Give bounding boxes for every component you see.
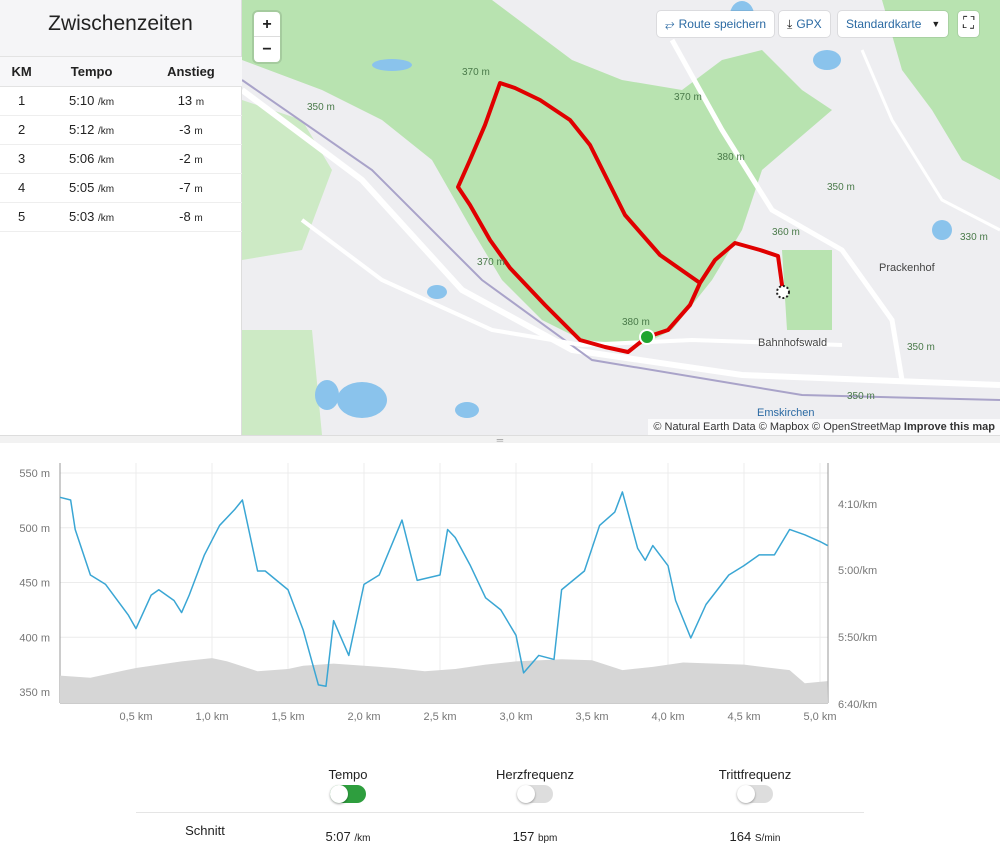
fullscreen-button[interactable]: ⛶ (958, 11, 980, 37)
resize-handle[interactable]: ═ (0, 435, 1000, 445)
gpx-download-button[interactable]: ⤓ GPX (779, 11, 830, 37)
zoom-control: + − (254, 12, 280, 62)
header-climb: Anstieg (139, 57, 242, 87)
finish-flag-icon[interactable] (776, 285, 790, 299)
split-km: 4 (0, 173, 44, 203)
metric-toggle[interactable] (737, 785, 773, 803)
metric-label: Herzfrequenz (495, 767, 575, 782)
metric-toggle[interactable] (517, 785, 553, 803)
elevation-pace-chart: 550 m 500 m 450 m 400 m 350 m 0,5 km 1,0 km 1,5… (19, 463, 877, 723)
splits-panel: Zwischenzeiten KM Tempo Anstieg 1 5:10 /… (0, 0, 242, 435)
caret-down-icon: ▼ (931, 19, 941, 29)
metrics-panel: Tempo an 5:07 /km Herzfrequenz 157 bpm Tri… (0, 760, 1000, 844)
improve-map-link[interactable]: Improve this map (903, 421, 995, 433)
split-row[interactable]: 4 5:05 /km -7 m (0, 173, 242, 203)
elevation-area (60, 658, 828, 703)
contour-label: 350 m (907, 342, 935, 353)
splits-title: Zwischenzeiten (0, 0, 241, 57)
x-tick-label: 2,0 km (347, 711, 380, 723)
split-pace: 5:12 /km (43, 115, 140, 145)
contour-label: 350 m (307, 102, 335, 113)
x-tick-label: 1,5 km (271, 711, 304, 723)
contour-label: 370 m (462, 67, 490, 78)
x-tick-label: 5,0 km (803, 711, 836, 723)
split-pace: 5:05 /km (43, 173, 140, 203)
fullscreen-icon: ⛶ (963, 15, 975, 32)
pace-line (59, 491, 828, 687)
contour-label: 370 m (477, 257, 505, 268)
save-route-button[interactable]: ⥂ Route speichern (657, 11, 774, 37)
split-km: 5 (0, 202, 44, 232)
map-canvas[interactable]: 370 m 370 m 370 m 350 m 380 m 380 m 360 … (242, 0, 1000, 435)
split-row[interactable]: 3 5:06 /km -2 m (0, 144, 242, 174)
split-climb: -3 m (139, 115, 242, 145)
split-row[interactable]: 2 5:12 /km -3 m (0, 115, 242, 145)
route-map[interactable]: 370 m 370 m 370 m 350 m 380 m 380 m 360 … (242, 0, 1000, 435)
right-tick-label: 4:10/km (838, 499, 877, 511)
split-climb: 13 m (139, 86, 242, 116)
metric-column: Trittfrequenz 164 S/min (675, 767, 835, 844)
header-pace: Tempo (43, 57, 140, 87)
average-label: Schnitt (185, 823, 225, 838)
zoom-in-button[interactable]: + (254, 12, 280, 37)
split-km: 2 (0, 115, 44, 145)
left-tick-label: 500 m (19, 523, 50, 535)
left-tick-label: 550 m (19, 468, 50, 480)
right-tick-label: 5:00/km (838, 565, 877, 577)
x-tick-label: 1,0 km (195, 711, 228, 723)
place-label-emskirchen: Emskirchen (757, 407, 814, 419)
contour-label: 380 m (622, 317, 650, 328)
download-icon: ⤓ (787, 16, 793, 31)
place-label-prackenhof: Prackenhof (879, 262, 936, 274)
forest-areas (242, 0, 1000, 435)
split-pace: 5:10 /km (43, 86, 140, 116)
split-pace: 5:03 /km (43, 202, 140, 232)
x-tick-label: 3,5 km (575, 711, 608, 723)
split-row[interactable]: 5 5:03 /km -8 m (0, 202, 242, 232)
split-climb: -2 m (139, 144, 242, 174)
route-icon: ⥂ (665, 16, 675, 31)
x-tick-label: 4,0 km (651, 711, 684, 723)
split-pace: 5:06 /km (43, 144, 140, 174)
metric-toggle[interactable]: an (330, 785, 366, 803)
zoom-out-button[interactable]: − (262, 41, 272, 58)
metric-average: 5:07 /km (325, 829, 371, 844)
metric-average: 164 S/min (729, 829, 781, 844)
metric-label: Tempo (328, 767, 368, 782)
split-climb: -8 m (139, 202, 242, 232)
contour-label: 370 m (674, 92, 702, 103)
split-km: 1 (0, 86, 44, 116)
split-climb: -7 m (139, 173, 242, 203)
start-marker[interactable] (639, 329, 655, 345)
split-row[interactable]: 1 5:10 /km 13 m (0, 86, 242, 116)
contour-label: 350 m (847, 391, 875, 402)
x-tick-label: 2,5 km (423, 711, 456, 723)
left-tick-label: 450 m (19, 578, 50, 590)
split-km: 3 (0, 144, 44, 174)
left-tick-label: 400 m (19, 632, 50, 644)
map-style-dropdown[interactable]: Standardkarte ▼ (838, 11, 949, 37)
route-line (456, 81, 785, 354)
metric-average: 157 bpm (512, 829, 558, 844)
map-attribution: © Natural Earth Data © Mapbox © OpenStre… (648, 419, 1000, 435)
x-tick-label: 0,5 km (119, 711, 152, 723)
x-tick-label: 4,5 km (727, 711, 760, 723)
contour-label: 350 m (827, 182, 855, 193)
contour-label: 330 m (960, 232, 988, 243)
metric-column: Herzfrequenz 157 bpm (455, 767, 615, 844)
contour-label: 360 m (772, 227, 800, 238)
x-tick-label: 3,0 km (499, 711, 532, 723)
left-tick-label: 350 m (19, 687, 50, 699)
contour-label: 380 m (717, 152, 745, 163)
metric-column: Tempo an 5:07 /km (268, 767, 428, 844)
header-km: KM (0, 57, 44, 87)
street-label-bahnhofswald: Bahnhofswald (758, 337, 827, 349)
metric-label: Trittfrequenz (718, 767, 792, 782)
roads (242, 38, 1000, 401)
right-tick-label: 6:40/km (838, 699, 877, 711)
right-tick-label: 5:50/km (838, 632, 877, 644)
